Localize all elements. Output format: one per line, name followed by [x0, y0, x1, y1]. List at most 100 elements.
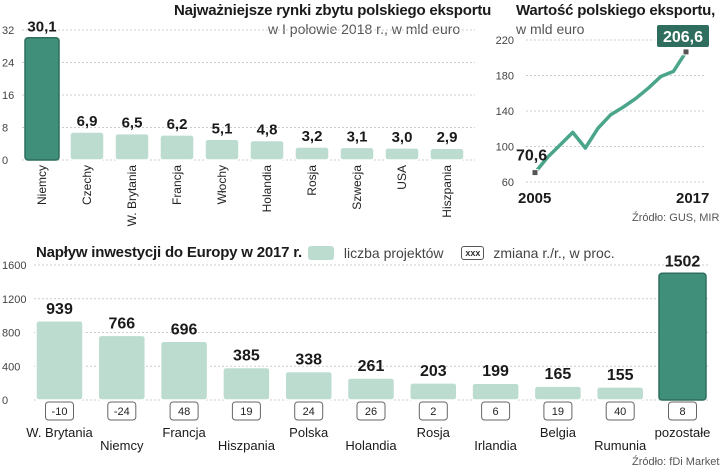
legend-projects-swatch	[308, 246, 334, 261]
bar-value-label: 261	[358, 358, 385, 375]
change-box	[294, 401, 324, 421]
category-label: Niemcy	[35, 165, 49, 205]
change-value: 40	[614, 406, 626, 418]
category-label: Irlandia	[474, 438, 517, 453]
bar-value-label: 165	[545, 366, 572, 383]
change-box	[45, 401, 74, 421]
change-box	[605, 401, 635, 421]
y-tick-label: 220	[496, 35, 514, 47]
export-markets-subtitle: w I połowie 2018 r., w mld euro	[268, 21, 461, 37]
export-value-chart: 60 100 140 180 220 70,6 206,6 2005 2017	[496, 23, 711, 207]
y-tick-label: 1600	[2, 260, 26, 272]
export-value-subtitle: w mld euro	[516, 21, 585, 37]
y-tick-label: 140	[496, 106, 514, 118]
change-value: 6	[493, 406, 499, 418]
bar-value-label: 5,1	[212, 120, 233, 137]
change-box	[418, 401, 448, 421]
export-markets-chart: 0 8 16 24 32 30,1 Niemcy 6,9 Czechy 6,5 W. Brytani…	[2, 19, 475, 227]
category-label: W. Brytania	[125, 165, 139, 227]
bar	[409, 382, 458, 401]
bar-value-label: 766	[108, 315, 135, 332]
bar	[284, 370, 333, 401]
bar	[35, 320, 84, 401]
change-box	[356, 401, 386, 421]
change-box	[169, 401, 199, 421]
category-label: Belgia	[540, 425, 577, 440]
start-value-label: 70,6	[516, 148, 547, 165]
category-label: Hiszpania	[218, 438, 276, 453]
end-marker	[682, 48, 690, 56]
change-box	[107, 401, 137, 421]
bar	[69, 131, 105, 161]
change-value: 19	[552, 406, 564, 418]
category-label: W. Brytania	[26, 425, 93, 440]
y-tick-label: 60	[502, 177, 514, 189]
category-label: Holandia	[260, 165, 274, 213]
bar-value-label: 6,9	[77, 113, 98, 130]
legend-projects-label: liczba projektów	[343, 245, 444, 262]
category-label: Hiszpania	[440, 165, 454, 218]
change-box	[543, 401, 573, 421]
bar	[533, 385, 583, 401]
category-label: Włochy	[215, 165, 229, 204]
category-label: Szwecja	[350, 165, 364, 210]
fdi-chart: 0 400 800 1200 1600 939 -10 W. Brytania 766 -24 Ni…	[2, 253, 711, 453]
start-marker	[531, 169, 539, 177]
legend-change-box: xxx	[461, 246, 485, 261]
fdi-title: Napływ inwestycji do Europy w 2017 r.	[36, 244, 303, 261]
category-label: Polska	[289, 425, 329, 440]
end-value-label: 206,6	[663, 29, 703, 46]
y-tick-label: 1200	[2, 294, 26, 306]
bar	[159, 340, 209, 401]
bar-value-label: 203	[420, 363, 447, 380]
bar	[471, 382, 520, 401]
fdi-legend: liczba projektów xxx zmiana r./r., w pro…	[308, 244, 615, 262]
y-tick-label: 32	[2, 25, 14, 37]
bar	[595, 386, 645, 401]
bar-value-label: 1502	[665, 253, 701, 270]
x-tick-label: 2017	[676, 190, 709, 207]
bar-value-label: 30,1	[27, 19, 56, 36]
change-value: 19	[240, 406, 252, 418]
y-tick-label: 100	[496, 142, 514, 154]
bar	[294, 146, 330, 161]
category-label: Holandia	[345, 438, 397, 453]
bar-value-label: 696	[171, 321, 198, 338]
y-tick-label: 8	[2, 123, 8, 135]
bar-value-label: 6,2	[167, 116, 188, 133]
bar-value-label: 3,2	[302, 128, 323, 145]
bar-value-label: 6,5	[122, 115, 143, 132]
change-value: 2	[430, 406, 436, 418]
bar	[114, 132, 150, 161]
fdi-source: Źródło: fDi Markets	[632, 456, 720, 468]
category-label: Francja	[162, 425, 206, 440]
change-box	[481, 401, 511, 421]
change-value: 48	[178, 406, 190, 418]
bar-value-label: 338	[295, 351, 322, 368]
change-box	[668, 401, 697, 421]
legend-change-label: zmiana r./r., w proc.	[493, 245, 615, 262]
y-tick-label: 16	[2, 90, 14, 102]
bar-value-label: 3,1	[347, 128, 368, 145]
category-label: Niemcy	[100, 438, 144, 453]
bar-value-label: 3,0	[392, 129, 413, 146]
bar	[658, 272, 707, 401]
change-box	[231, 401, 261, 421]
category-label: Francja	[170, 165, 184, 205]
bar	[204, 138, 240, 161]
change-value: -24	[114, 406, 130, 418]
export-value-title: Wartość polskiego eksportu,	[516, 2, 716, 19]
change-value: 8	[679, 406, 685, 418]
change-value: 24	[303, 406, 315, 418]
category-label: Rumunia	[594, 438, 647, 453]
category-label: USA	[395, 165, 409, 190]
series-line	[533, 50, 688, 175]
bar	[384, 147, 420, 161]
bar	[339, 146, 375, 161]
bar-value-label: 199	[482, 363, 509, 380]
category-label: pozostałe	[655, 425, 711, 440]
x-tick-label: 2005	[518, 190, 551, 207]
category-label: Czechy	[80, 165, 94, 205]
bar-value-label: 4,8	[257, 122, 278, 139]
